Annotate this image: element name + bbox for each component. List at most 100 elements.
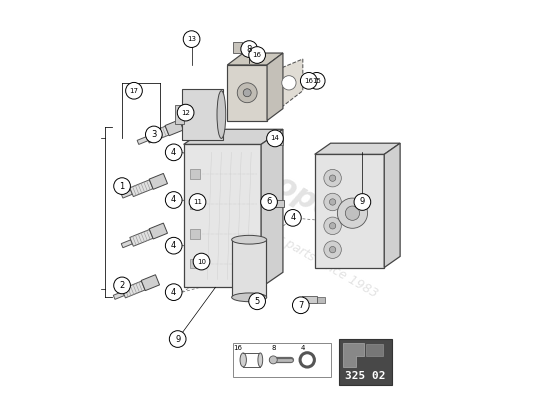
Circle shape xyxy=(166,192,182,208)
FancyBboxPatch shape xyxy=(339,339,392,385)
Circle shape xyxy=(241,41,257,57)
Polygon shape xyxy=(130,180,153,196)
Text: 2: 2 xyxy=(119,281,125,290)
Circle shape xyxy=(282,76,296,90)
Polygon shape xyxy=(315,143,400,154)
Text: européts: européts xyxy=(221,140,369,244)
Text: 16: 16 xyxy=(252,52,262,58)
FancyBboxPatch shape xyxy=(175,105,184,124)
Polygon shape xyxy=(165,120,183,136)
FancyBboxPatch shape xyxy=(302,296,317,303)
Circle shape xyxy=(354,194,371,210)
Text: 4: 4 xyxy=(171,196,177,204)
Text: 5: 5 xyxy=(255,297,260,306)
Circle shape xyxy=(125,82,142,99)
Circle shape xyxy=(337,198,367,228)
Circle shape xyxy=(198,259,207,268)
Circle shape xyxy=(345,206,360,220)
Circle shape xyxy=(189,194,206,210)
Circle shape xyxy=(324,241,342,258)
Text: a passion for parts since 1983: a passion for parts since 1983 xyxy=(210,195,380,300)
Polygon shape xyxy=(141,275,159,291)
FancyBboxPatch shape xyxy=(315,154,384,268)
Circle shape xyxy=(293,297,309,314)
Polygon shape xyxy=(137,136,148,144)
Polygon shape xyxy=(227,53,283,65)
Circle shape xyxy=(166,144,182,161)
Text: 1: 1 xyxy=(119,182,125,190)
Circle shape xyxy=(249,47,266,63)
FancyBboxPatch shape xyxy=(227,65,267,120)
Circle shape xyxy=(329,199,336,205)
Circle shape xyxy=(324,217,342,234)
Circle shape xyxy=(270,356,277,364)
Circle shape xyxy=(183,31,200,48)
Ellipse shape xyxy=(217,91,225,138)
Text: 15: 15 xyxy=(312,78,321,84)
Text: 4: 4 xyxy=(171,148,177,157)
Ellipse shape xyxy=(232,235,267,244)
Polygon shape xyxy=(121,190,133,198)
Circle shape xyxy=(237,83,257,103)
Circle shape xyxy=(166,237,182,254)
Text: 325 02: 325 02 xyxy=(345,372,386,382)
Polygon shape xyxy=(146,126,169,143)
Text: 3: 3 xyxy=(151,130,157,139)
Ellipse shape xyxy=(240,353,246,367)
FancyBboxPatch shape xyxy=(317,296,324,303)
Text: 16: 16 xyxy=(234,345,243,351)
Text: 8: 8 xyxy=(272,345,277,351)
Circle shape xyxy=(324,193,342,211)
Text: 17: 17 xyxy=(129,88,139,94)
Text: 4: 4 xyxy=(290,213,295,222)
Text: 14: 14 xyxy=(271,136,279,142)
Polygon shape xyxy=(184,129,283,144)
FancyBboxPatch shape xyxy=(182,89,223,140)
Text: 7: 7 xyxy=(298,301,304,310)
Circle shape xyxy=(309,72,325,89)
Circle shape xyxy=(169,331,186,347)
Circle shape xyxy=(329,246,336,253)
Circle shape xyxy=(329,223,336,229)
FancyBboxPatch shape xyxy=(366,344,383,356)
Text: 13: 13 xyxy=(187,36,196,42)
Circle shape xyxy=(265,200,272,207)
Text: 9: 9 xyxy=(360,198,365,206)
FancyBboxPatch shape xyxy=(233,343,331,377)
Text: 11: 11 xyxy=(193,199,202,205)
FancyBboxPatch shape xyxy=(274,137,283,145)
Text: 12: 12 xyxy=(181,110,190,116)
Ellipse shape xyxy=(232,293,267,302)
Polygon shape xyxy=(149,223,168,239)
Text: 4: 4 xyxy=(301,345,305,351)
Text: 8: 8 xyxy=(246,44,252,54)
Polygon shape xyxy=(384,143,400,268)
Circle shape xyxy=(300,353,315,367)
FancyBboxPatch shape xyxy=(268,200,284,207)
Ellipse shape xyxy=(258,353,263,367)
Text: 9: 9 xyxy=(175,334,180,344)
FancyBboxPatch shape xyxy=(190,229,200,238)
FancyBboxPatch shape xyxy=(190,199,200,209)
Text: 10: 10 xyxy=(197,258,206,264)
Circle shape xyxy=(243,89,251,97)
Circle shape xyxy=(146,126,162,143)
FancyBboxPatch shape xyxy=(233,240,266,297)
Polygon shape xyxy=(149,174,168,189)
Polygon shape xyxy=(121,240,133,248)
Circle shape xyxy=(193,253,210,270)
Polygon shape xyxy=(122,281,145,298)
FancyBboxPatch shape xyxy=(184,144,261,287)
FancyBboxPatch shape xyxy=(190,170,200,179)
Circle shape xyxy=(284,210,301,226)
Circle shape xyxy=(114,178,130,194)
Circle shape xyxy=(114,277,130,294)
Circle shape xyxy=(329,175,336,181)
Text: 16: 16 xyxy=(304,78,314,84)
Circle shape xyxy=(166,284,182,300)
Polygon shape xyxy=(113,292,124,299)
Text: 6: 6 xyxy=(266,198,272,206)
Polygon shape xyxy=(130,230,153,246)
Circle shape xyxy=(300,72,317,89)
Polygon shape xyxy=(343,343,365,367)
